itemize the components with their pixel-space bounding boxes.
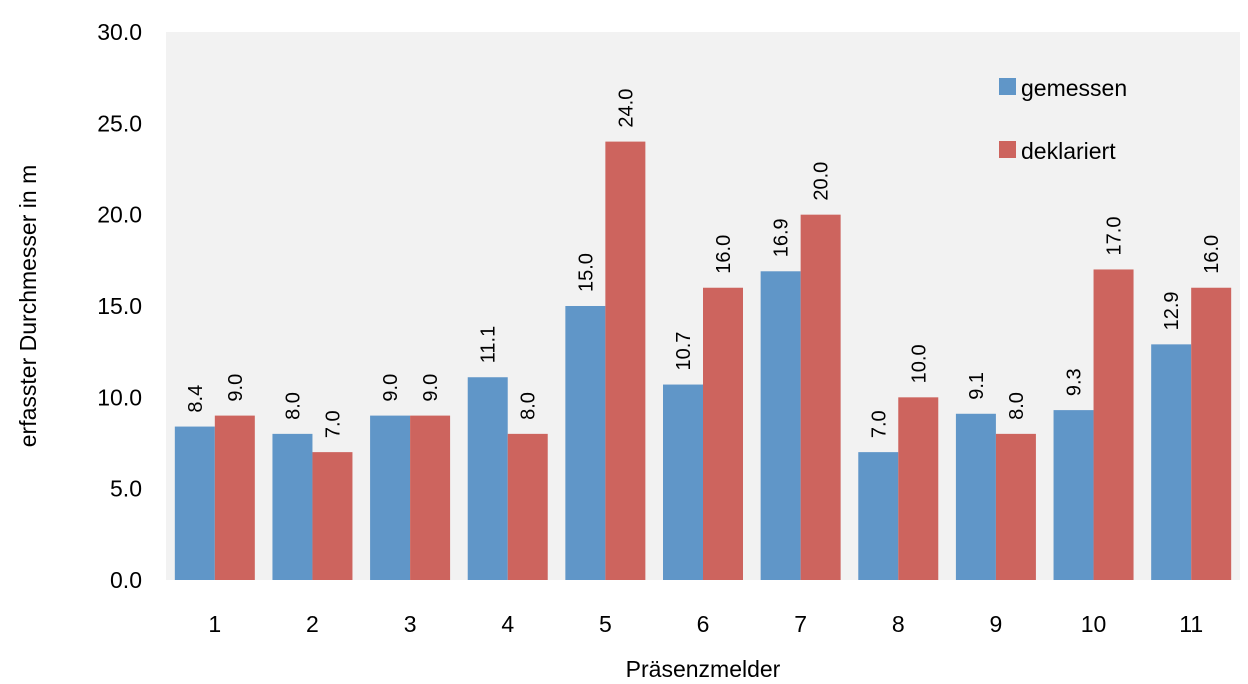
bar-gemessen-8 (858, 452, 899, 580)
data-label: 11.1 (478, 326, 500, 363)
bar-deklariert-9 (995, 433, 1036, 580)
data-label: 8.0 (282, 392, 304, 420)
x-tick-label: 7 (794, 611, 807, 637)
x-tick-label: 3 (404, 611, 417, 637)
x-tick-label: 8 (892, 611, 905, 637)
bar-deklariert-5 (605, 141, 646, 580)
data-label: 16.9 (771, 218, 793, 257)
legend-swatch-deklariert (999, 141, 1016, 158)
y-axis-title: erfasster Durchmesser in m (15, 165, 41, 447)
x-tick-label: 1 (208, 611, 221, 637)
y-tick-label: 25.0 (97, 110, 142, 136)
bar-deklariert-11 (1191, 287, 1232, 580)
data-label: 8.4 (185, 385, 207, 413)
bar-deklariert-4 (507, 433, 548, 580)
bar-gemessen-10 (1053, 410, 1094, 580)
bar-deklariert-10 (1093, 269, 1134, 580)
x-tick-label: 10 (1081, 611, 1107, 637)
data-label: 20.0 (811, 162, 833, 201)
y-tick-label: 10.0 (97, 384, 142, 410)
data-label: 9.0 (420, 374, 442, 402)
bar-gemessen-1 (174, 426, 215, 580)
y-tick-label: 20.0 (97, 202, 142, 228)
x-tick-label: 11 (1179, 611, 1203, 637)
bar-value-labels: 8.4 9.0 8.0 7.0 9.0 9.0 11.1 8.0 15.0 24.0 10.7 16.… (185, 89, 1223, 438)
data-label: 16.0 (1201, 235, 1223, 274)
bar-deklariert-3 (410, 415, 451, 580)
x-tick-label: 5 (599, 611, 612, 637)
bars (174, 141, 1232, 580)
x-tick-label: 4 (501, 611, 514, 637)
y-axis-ticks: 0.0 5.0 10.0 15.0 20.0 25.0 30.0 (97, 19, 142, 593)
bar-gemessen-3 (370, 415, 411, 580)
x-axis-title: Präsenzmelder (626, 656, 781, 682)
data-label: 8.0 (1006, 392, 1028, 420)
data-label: 10.7 (673, 332, 695, 371)
y-tick-label: 30.0 (97, 19, 142, 45)
bar-deklariert-1 (214, 415, 255, 580)
bar-deklariert-7 (800, 214, 841, 580)
x-tick-label: 2 (306, 611, 319, 637)
data-label: 9.1 (966, 372, 988, 400)
data-label: 10.0 (908, 344, 930, 383)
legend-swatch-gemessen (999, 78, 1016, 95)
data-label: 9.3 (1064, 368, 1086, 396)
bar-gemessen-11 (1151, 344, 1192, 580)
y-tick-label: 5.0 (110, 476, 142, 502)
legend-label: deklariert (1021, 138, 1116, 164)
data-label: 16.0 (713, 235, 735, 274)
data-label: 17.0 (1104, 217, 1126, 256)
bar-deklariert-8 (898, 397, 939, 580)
x-tick-label: 9 (990, 611, 1003, 637)
y-tick-label: 0.0 (110, 567, 142, 593)
data-label: 24.0 (615, 89, 637, 128)
bar-gemessen-2 (272, 433, 313, 580)
bar-gemessen-5 (565, 306, 606, 580)
bar-deklariert-2 (312, 452, 353, 580)
bar-gemessen-7 (760, 271, 801, 580)
data-label: 9.0 (380, 374, 402, 402)
data-label: 15.0 (575, 253, 597, 292)
data-label: 12.9 (1161, 291, 1183, 330)
bar-gemessen-4 (467, 377, 508, 580)
legend: gemessen deklariert (999, 75, 1127, 164)
bar-gemessen-6 (663, 384, 703, 580)
x-axis-ticks: 1 2 3 4 5 6 7 8 9 10 11 (208, 611, 1203, 637)
y-tick-label: 15.0 (97, 293, 142, 319)
bar-deklariert-6 (703, 287, 743, 580)
x-tick-label: 6 (697, 611, 710, 637)
data-label: 7.0 (322, 410, 344, 438)
data-label: 7.0 (868, 410, 890, 438)
legend-label: gemessen (1021, 75, 1127, 101)
bar-gemessen-9 (955, 413, 996, 580)
data-label: 8.0 (518, 392, 540, 420)
data-label: 9.0 (225, 374, 247, 402)
